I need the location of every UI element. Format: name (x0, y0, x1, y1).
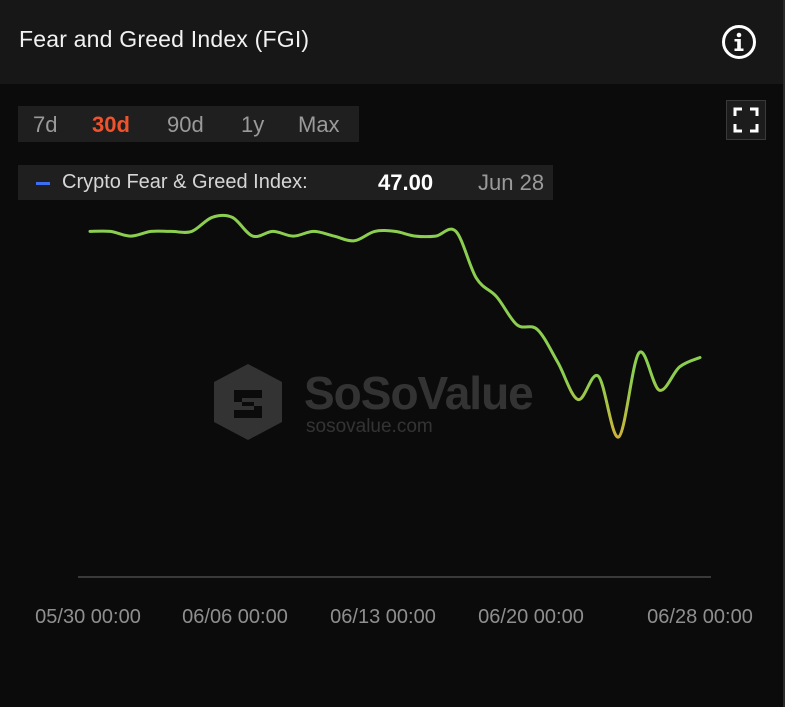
watermark-name: SoSoValue (304, 367, 534, 419)
legend-swatch (36, 182, 50, 185)
x-axis-ticks: 05/30 00:00 06/06 00:00 06/13 00:00 06/20 0… (35, 606, 753, 628)
series-line-fgi (88, 213, 702, 439)
info-circle-icon[interactable] (721, 24, 757, 60)
fullscreen-icon (733, 107, 759, 133)
sosovalue-logo-icon (214, 364, 282, 440)
range-7d-button[interactable]: 7d (33, 112, 58, 137)
card-title: Fear and Greed Index (FGI) (19, 26, 310, 52)
watermark: SoSoValue sosovalue.com (212, 362, 572, 446)
range-1y-button[interactable]: 1y (241, 112, 265, 137)
watermark-url: sosovalue.com (306, 416, 433, 437)
x-tick-label: 05/30 00:00 (35, 606, 141, 628)
range-max-button[interactable]: Max (298, 112, 340, 137)
chart-legend: Crypto Fear & Greed Index: 47.00 Jun 28 (18, 165, 553, 200)
x-tick-label: 06/28 00:00 (647, 606, 753, 628)
legend-value: 47.00 (378, 170, 434, 195)
fullscreen-button[interactable] (726, 100, 766, 140)
range-90d-button[interactable]: 90d (167, 112, 204, 137)
x-tick-label: 06/06 00:00 (182, 606, 288, 628)
range-30d-button[interactable]: 30d (92, 112, 130, 137)
x-tick-label: 06/20 00:00 (478, 606, 584, 628)
time-range-selector: 7d 30d 90d 1y Max (18, 106, 359, 142)
x-tick-label: 06/13 00:00 (330, 606, 436, 628)
card-header: Fear and Greed Index (FGI) (0, 0, 783, 84)
legend-series-name: Crypto Fear & Greed Index: (62, 171, 308, 193)
legend-date: Jun 28 (478, 170, 545, 195)
